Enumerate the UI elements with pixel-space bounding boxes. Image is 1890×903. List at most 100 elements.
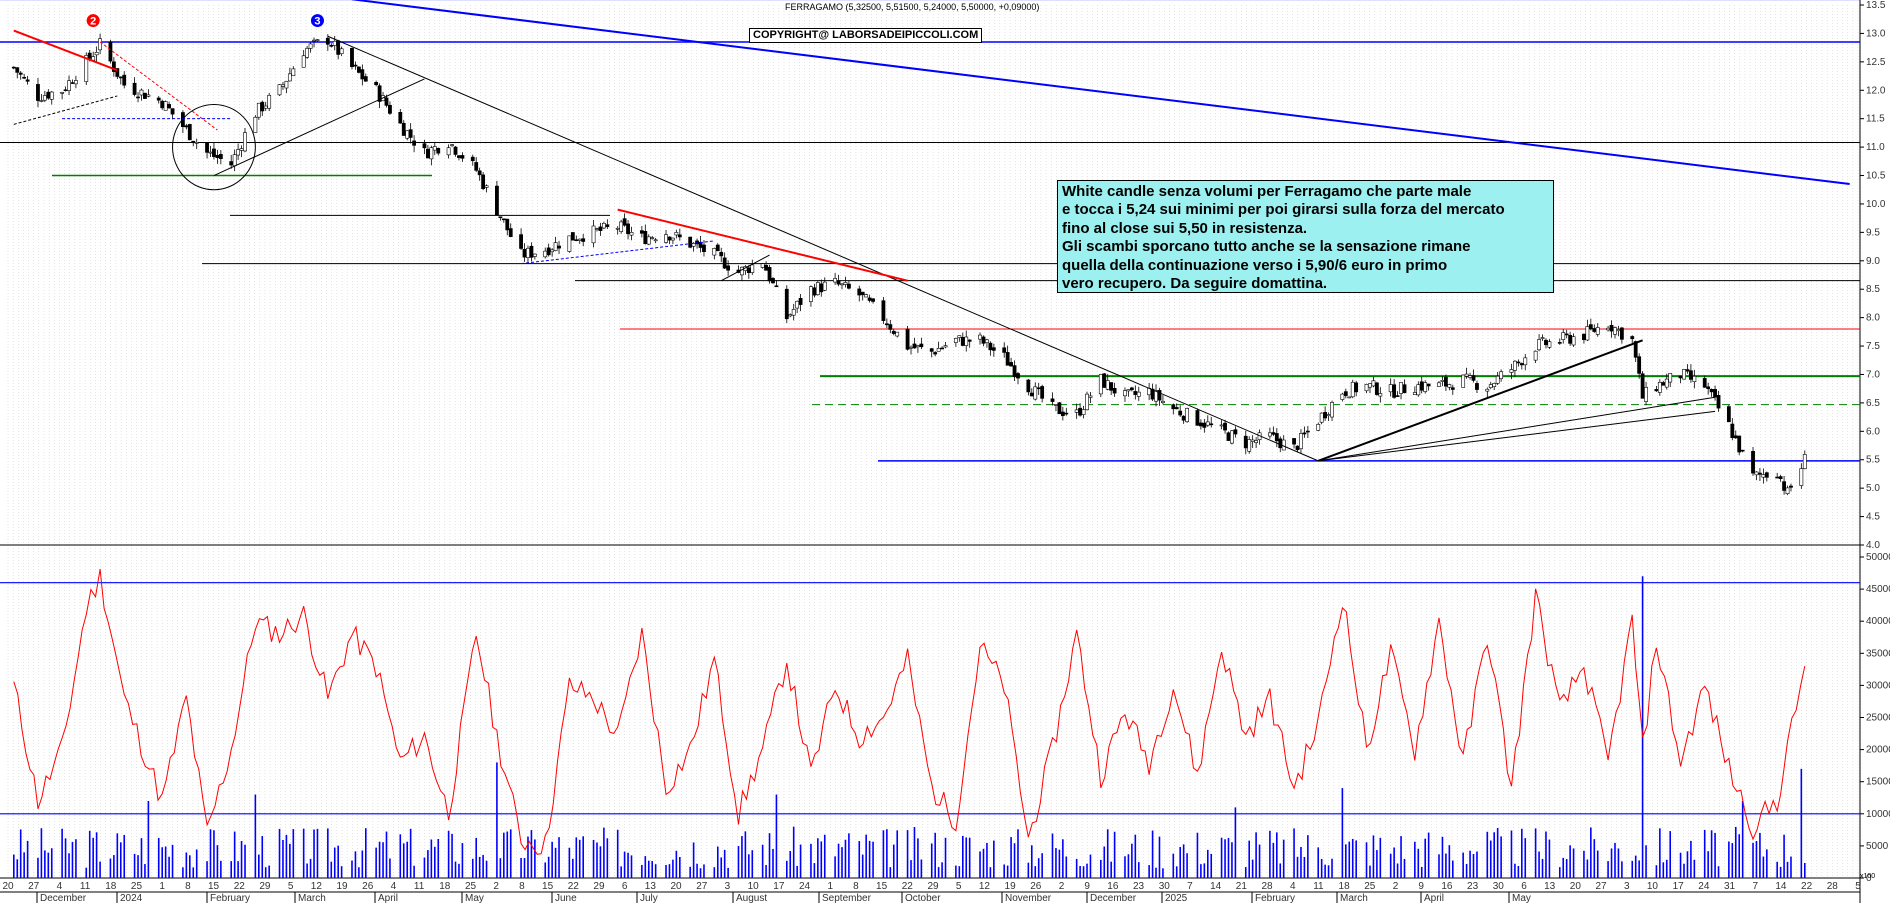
date-tick-label: 19 [336, 881, 348, 892]
candle-body [1133, 391, 1138, 395]
comment-line: fino al close sui 5,50 in resistenza. [1062, 219, 1308, 237]
date-tick-label: 11 [414, 881, 425, 892]
candle-body [574, 239, 579, 242]
candle-body [991, 347, 996, 351]
date-tick-label: 9 [1084, 881, 1090, 892]
candle-body [1161, 400, 1165, 404]
candle-body [978, 334, 982, 340]
candle-body [881, 300, 886, 321]
date-tick-label: 17 [1673, 881, 1685, 892]
candle-body [11, 66, 16, 69]
candle-body [1378, 393, 1383, 397]
candle-body [1668, 372, 1673, 383]
candle-body [160, 100, 165, 109]
month-label: May [1512, 893, 1531, 903]
candle-body [1488, 384, 1493, 388]
candle-body [1561, 332, 1566, 340]
candle-body [243, 132, 247, 152]
candle-body [1640, 373, 1645, 399]
volume-tick-label: 0 [1866, 873, 1872, 884]
candle-body [553, 242, 558, 251]
trend-line [617, 208, 908, 282]
candle-body [25, 79, 30, 82]
candle-body [405, 130, 410, 139]
candle-body [94, 52, 99, 56]
candle-body [605, 224, 610, 227]
candle-body [287, 73, 292, 82]
date-tick-label: 26 [362, 881, 374, 892]
date-axis: 20 27 4 11 18 25 1 8 15 22 29 5 12 19 26 4 11 18 25 2 8 15 22 2… [0, 881, 1861, 903]
candle-body [1737, 435, 1742, 453]
candle-body [1271, 432, 1276, 435]
candle-body [84, 55, 89, 82]
candle-body [1447, 384, 1452, 388]
candle-body [557, 245, 561, 249]
candle-body [1112, 387, 1117, 394]
candle-body [698, 241, 703, 248]
candle-body [919, 343, 924, 348]
candle-body [1664, 378, 1669, 388]
candle-body [167, 104, 171, 109]
candle-body [356, 66, 361, 73]
month-label: May [465, 893, 484, 903]
date-tick-label: 29 [259, 881, 271, 892]
candle-body [1247, 439, 1252, 452]
candle-body [457, 155, 461, 158]
candle-body [1799, 468, 1804, 486]
price-tick-label: 9.5 [1866, 227, 1880, 238]
month-label: October [905, 893, 941, 903]
candle-body [1630, 336, 1635, 340]
date-tick-label: 21 [1236, 881, 1248, 892]
candle-body [501, 218, 506, 221]
candle-body [1789, 485, 1793, 488]
date-tick-label: 31 [1724, 881, 1736, 892]
candle-body [764, 264, 768, 271]
candle-body [1281, 439, 1286, 451]
candle-body [408, 129, 413, 138]
month-label: August [736, 893, 767, 903]
candle-body [864, 294, 869, 298]
candle-body [111, 61, 116, 72]
candle-body [643, 231, 648, 245]
candle-body [595, 228, 599, 230]
candle-body [1185, 408, 1189, 423]
date-tick-label: 17 [773, 881, 785, 892]
candle-body [1029, 392, 1034, 397]
candle-body [436, 147, 441, 154]
candle-body [1702, 378, 1707, 388]
candle-body [815, 282, 820, 295]
month-label: November [1005, 893, 1052, 903]
candle-body [156, 97, 161, 101]
candle-body [232, 154, 237, 167]
wave-marker-circle [310, 14, 324, 28]
date-tick-label: 16 [1441, 881, 1453, 892]
candle-body [1098, 374, 1103, 395]
date-tick-label: 6 [1521, 881, 1527, 892]
candle-body [281, 84, 285, 87]
candle-body [1713, 389, 1717, 398]
month-label: March [298, 893, 326, 903]
candle-body [1395, 395, 1400, 397]
candle-body [960, 337, 965, 346]
date-tick-label: 27 [28, 881, 40, 892]
candle-body [929, 348, 934, 352]
candle-body [529, 245, 534, 258]
candle-body [1761, 474, 1766, 478]
price-tick-label: 7.0 [1866, 369, 1880, 380]
candle-body [60, 92, 65, 94]
candle-body [229, 161, 234, 166]
candle-body [933, 352, 938, 355]
price-tick-label: 8.5 [1866, 284, 1880, 295]
price-tick-label: 12.5 [1866, 57, 1886, 68]
volume-tick-label: 30000 [1866, 680, 1890, 691]
candle-body [895, 331, 900, 337]
candle-body [664, 234, 668, 243]
date-tick-label: 29 [927, 881, 939, 892]
trend-line [1318, 410, 1716, 462]
candle-body [784, 288, 789, 320]
candle-body [70, 82, 75, 84]
month-label: 2024 [120, 893, 143, 903]
candle-body [1036, 387, 1041, 390]
date-tick-label: 20 [2, 881, 14, 892]
candle-body [477, 170, 482, 176]
